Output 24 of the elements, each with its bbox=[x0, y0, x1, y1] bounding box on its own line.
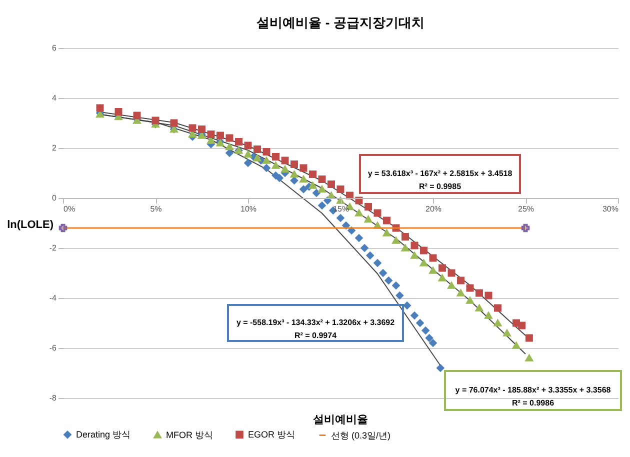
legend-label: 선형 (0.3일/년) bbox=[331, 430, 391, 440]
y-tick-label: -2 bbox=[49, 244, 58, 252]
x-axis-title: 설비예비율 bbox=[312, 414, 368, 426]
y-tick-label: -4 bbox=[49, 294, 58, 302]
x-tick-label: 5% bbox=[150, 204, 162, 214]
x-tick-label: 20% bbox=[425, 204, 442, 214]
annotation: y = -558.19x³ - 134.33x² + 1.3206x + 3.3692 R² = 0.9974 bbox=[236, 318, 396, 340]
y-tick-label: -6 bbox=[49, 344, 58, 352]
y-tick-label: 4 bbox=[52, 94, 58, 102]
x-tick-label: 25% bbox=[518, 204, 534, 214]
y-tick-label: -8 bbox=[49, 394, 58, 402]
annotation: y = 53.618x³ - 167x² + 2.5815x + 3.4518 R² = 0.9985 bbox=[368, 169, 513, 191]
x-tick-label: 0% bbox=[64, 204, 76, 214]
chart-title: 설비예비율 - 공급지장기대치 bbox=[256, 15, 424, 30]
legend-label: Derating 방식 bbox=[76, 430, 131, 440]
legend-label: EGOR 방식 bbox=[248, 430, 296, 440]
annotation: y = 76.074x³ - 185.88x² + 3.3355x + 3.3568 R² = 0.9986 bbox=[455, 386, 612, 408]
legend-label: MFOR 방식 bbox=[166, 430, 213, 440]
x-tick-label: 10% bbox=[240, 204, 257, 214]
y-tick-label: 0 bbox=[52, 194, 58, 202]
y-axis-title: ln(LOLE) bbox=[7, 218, 54, 231]
y-tick-label: 2 bbox=[52, 144, 58, 152]
x-tick-label: 30% bbox=[602, 204, 618, 214]
y-tick-label: 6 bbox=[52, 44, 58, 52]
